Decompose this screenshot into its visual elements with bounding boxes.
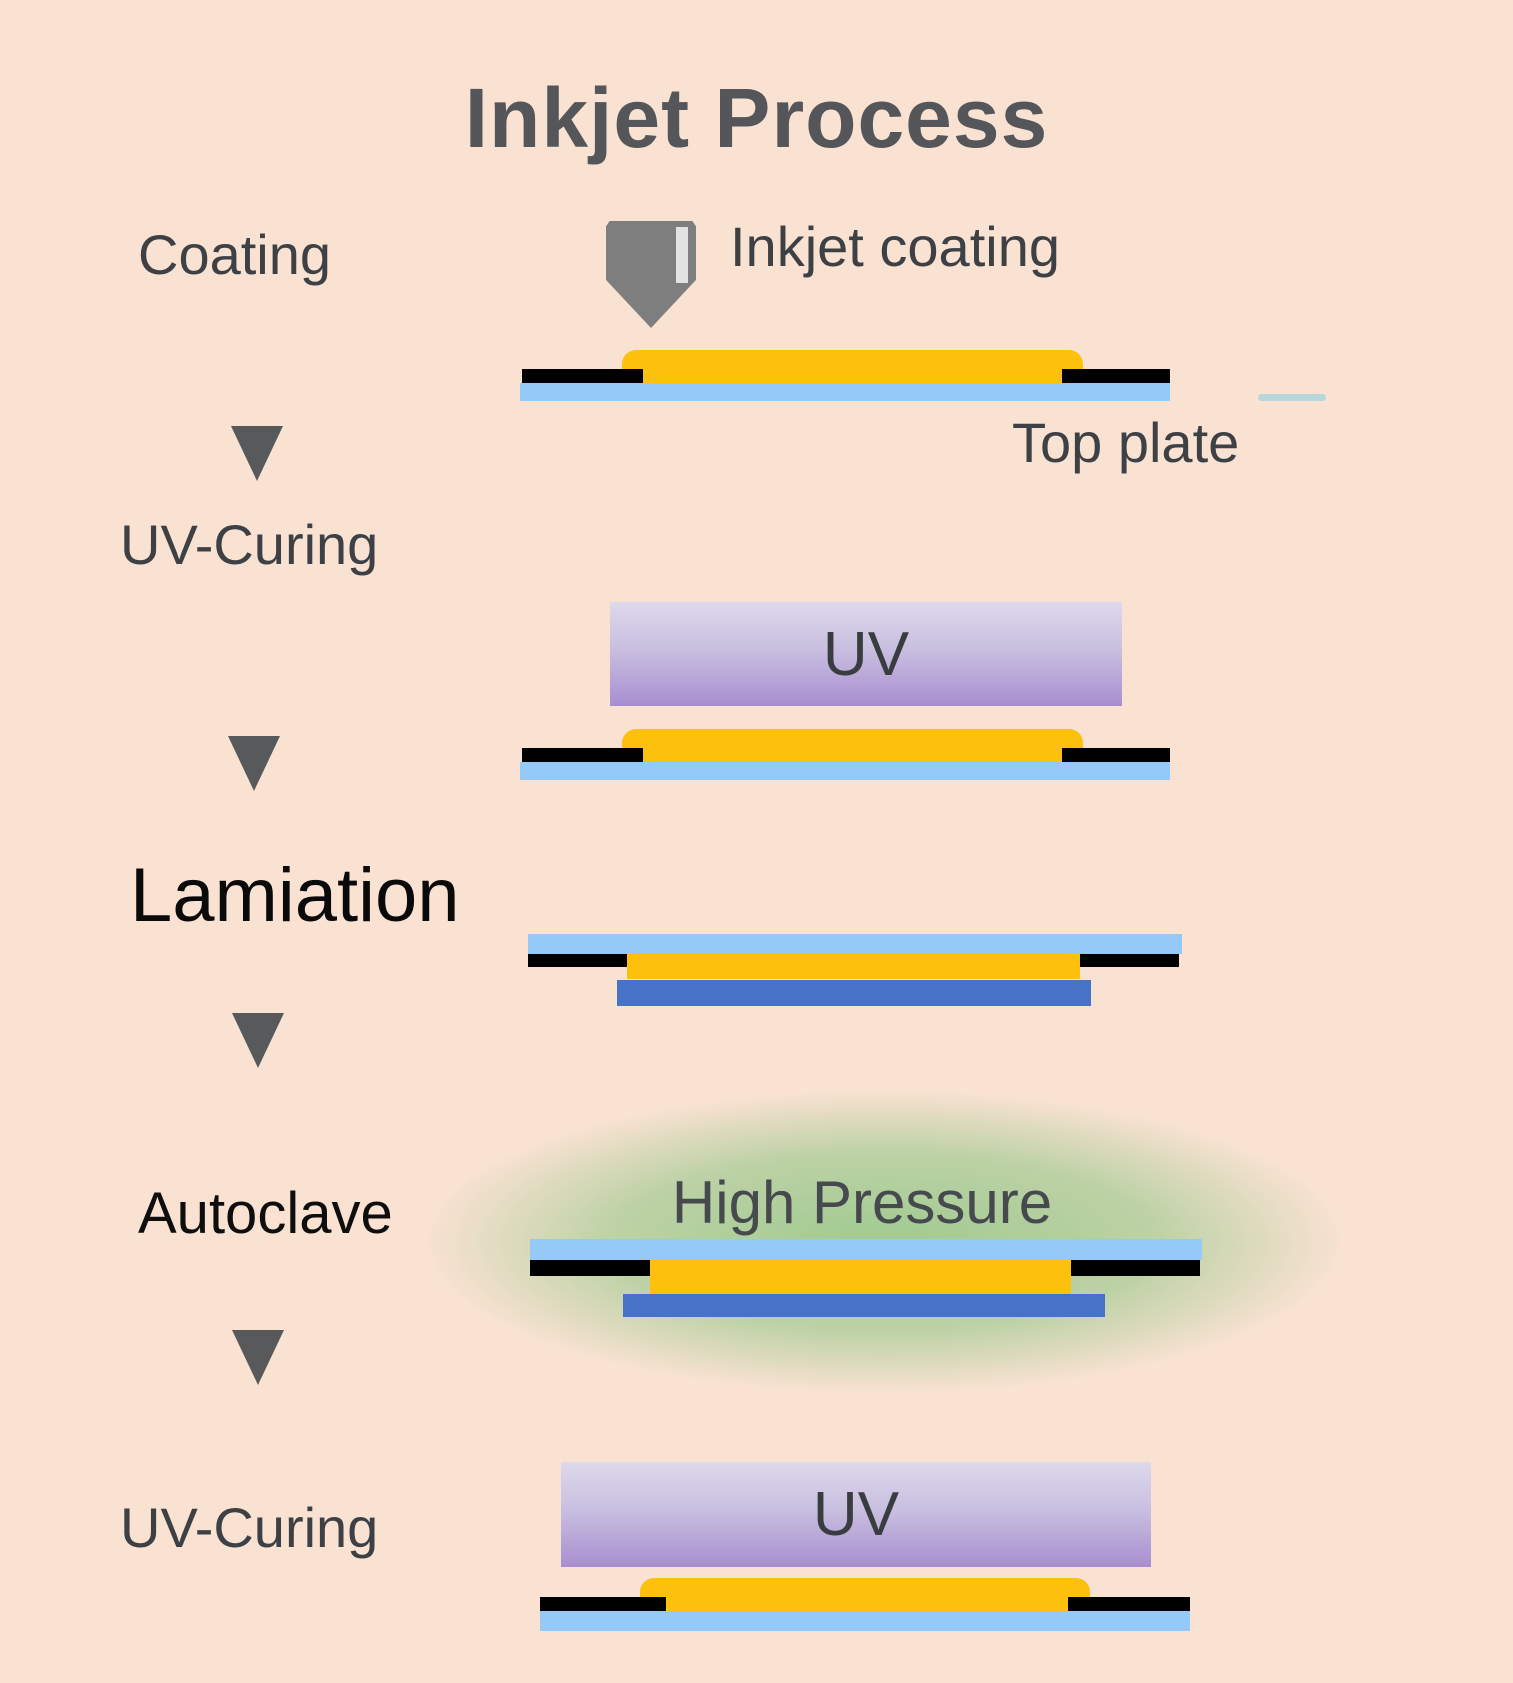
top-plate-layer (528, 934, 1182, 954)
step-label-uv-curing-2: UV-Curing (120, 1496, 379, 1559)
step-label-uv-curing-1: UV-Curing (120, 513, 379, 576)
flow-arrow-down-icon (231, 426, 283, 481)
flow-arrow-down-icon (232, 1330, 284, 1385)
ink-layer (622, 729, 1083, 762)
uv-label: UV (822, 619, 910, 689)
electrode-right (1062, 369, 1170, 383)
electrode-left (528, 954, 650, 967)
ink-layer (622, 350, 1083, 383)
nozzle-highlight (676, 227, 688, 284)
flow-arrow-down-icon (228, 736, 280, 791)
inkjet-coating-label: Inkjet coating (730, 215, 1060, 278)
flow-arrow-down-icon (232, 1013, 284, 1068)
bottom-plate-layer (617, 980, 1091, 1006)
page-title: Inkjet Process (464, 71, 1049, 165)
electrode-right (1058, 954, 1179, 967)
glass-glint (1258, 394, 1326, 401)
uv-label: UV (812, 1480, 900, 1549)
electrode-left (522, 748, 643, 762)
ink-layer (627, 954, 1080, 979)
top-plate-label: Top plate (1012, 411, 1240, 474)
top-plate-layer (520, 383, 1170, 401)
bottom-plate-layer (623, 1294, 1105, 1317)
top-plate-layer (540, 1611, 1190, 1631)
step-label-autoclave: Autoclave (138, 1181, 393, 1246)
top-plate-layer (530, 1239, 1202, 1260)
ink-layer (640, 1578, 1090, 1611)
ink-layer (650, 1260, 1071, 1294)
top-plate-layer (520, 762, 1170, 780)
high-pressure-label: High Pressure (671, 1169, 1053, 1236)
electrode-left (540, 1597, 666, 1611)
uv-lamp-box: UV (561, 1462, 1151, 1567)
electrode-left (530, 1260, 652, 1276)
uv-lamp-box: UV (610, 602, 1122, 706)
inkjet-nozzle-icon (606, 221, 696, 328)
step-label-coating: Coating (138, 223, 332, 286)
electrode-right (1068, 1597, 1190, 1611)
electrode-right (1071, 1260, 1200, 1276)
step-label-lamination: Lamiation (130, 853, 460, 938)
electrode-right (1062, 748, 1170, 762)
electrode-left (522, 369, 643, 383)
